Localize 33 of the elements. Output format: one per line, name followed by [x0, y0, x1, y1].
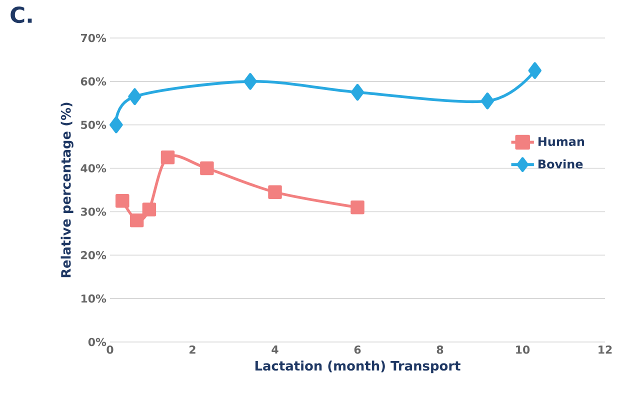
point: [160, 150, 175, 164]
x-tick-label: 12: [598, 346, 612, 354]
x-tick-label: 0: [106, 346, 114, 354]
y-tick-label: 10%: [81, 294, 106, 303]
x-tick-label: 8: [436, 346, 444, 354]
y-tick-label: 60%: [80, 77, 106, 86]
point: [480, 92, 494, 110]
y-tick-label: 40%: [80, 164, 106, 172]
y-tick-label: 20%: [81, 251, 106, 260]
x-axis-title: Lactation (month) Transport: [255, 360, 460, 374]
y-tick-label: 50%: [81, 120, 106, 129]
x-tick-label: 2: [190, 346, 196, 354]
x-tick-label: 4: [272, 346, 278, 354]
point: [110, 116, 123, 134]
point: [350, 200, 364, 214]
point: [244, 73, 257, 90]
text: C.: [10, 6, 32, 24]
point: [350, 84, 364, 101]
point: [268, 185, 282, 200]
point: [528, 62, 542, 79]
y-tick-label: 30%: [80, 208, 106, 216]
legend-label: Bovine: [538, 159, 583, 169]
point: [142, 202, 156, 216]
point: [130, 214, 144, 228]
legend-label: Human: [538, 137, 584, 146]
point: [200, 161, 214, 176]
y-tick-label: 0%: [88, 338, 106, 346]
point: [116, 194, 130, 208]
x-tick-label: 6: [354, 346, 361, 354]
x-tick-label: 10: [516, 346, 530, 354]
y-axis-title: Relative percentage (%): [60, 102, 74, 278]
y-tick-label: 70%: [80, 34, 106, 42]
point: [128, 88, 142, 105]
